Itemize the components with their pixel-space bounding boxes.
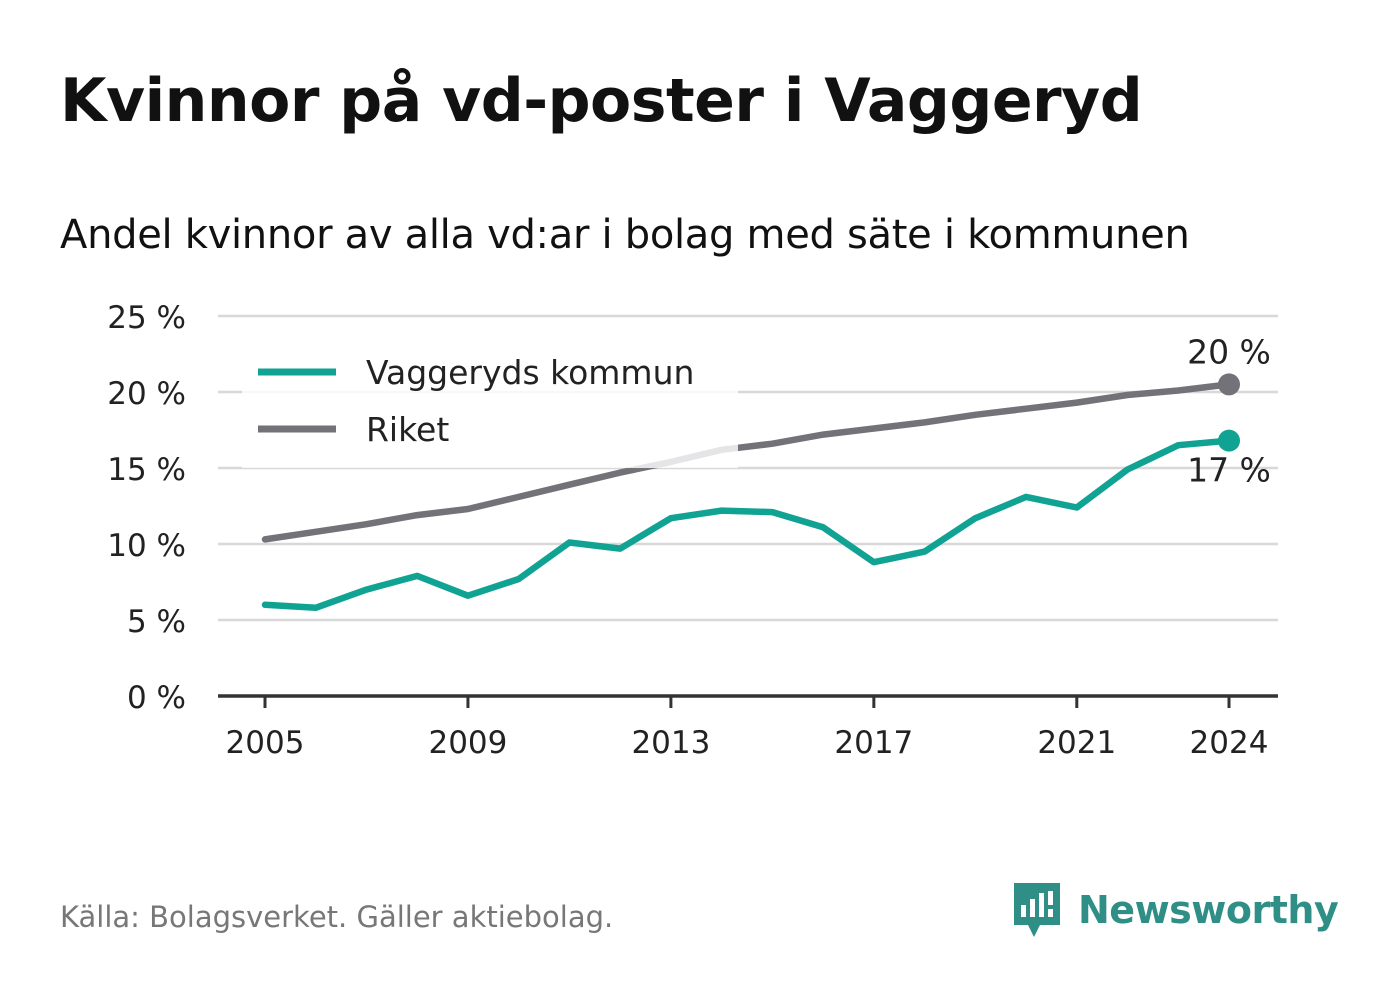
y-tick-label: 5 % xyxy=(127,604,186,640)
chart-title: Kvinnor på vd-poster i Vaggeryd xyxy=(60,66,1143,136)
y-tick-label: 0 % xyxy=(127,680,186,716)
end-point-marker xyxy=(1218,429,1240,452)
end-value-label: 17 % xyxy=(1187,451,1271,490)
legend-label: Vaggeryds kommun xyxy=(366,353,694,392)
x-tick-label: 2021 xyxy=(1037,725,1116,761)
newsworthy-logo-icon xyxy=(1014,883,1060,937)
y-tick-label: 20 % xyxy=(107,376,186,412)
x-tick-label: 2017 xyxy=(834,725,913,761)
end-value-label: 20 % xyxy=(1187,332,1271,371)
x-tick-label: 2024 xyxy=(1190,725,1269,761)
chart-subtitle: Andel kvinnor av alla vd:ar i bolag med … xyxy=(60,212,1190,258)
x-tick-label: 2013 xyxy=(631,725,710,761)
end-markers: 17 % 20 % xyxy=(1187,332,1271,489)
legend: Vaggeryds kommun Riket xyxy=(242,344,738,468)
legend-background xyxy=(242,344,738,468)
legend-label: Riket xyxy=(366,410,449,449)
series-line-riket xyxy=(261,381,1233,543)
y-axis-ticks: 0 % 5 % 10 % 15 % 20 % 25 % xyxy=(107,300,186,716)
line-chart: 0 %5 %10 %15 %20 %25 % 2005 2009 2013 2017 2… xyxy=(107,300,1278,761)
y-tick-label: 25 % xyxy=(107,300,186,336)
newsworthy-logo: Newsworthy xyxy=(1010,878,1339,942)
x-axis-ticks: 2005 2009 2013 2017 2021 2024 xyxy=(218,694,1278,761)
source-note: Källa: Bolagsverket. Gäller aktiebolag. xyxy=(60,900,614,934)
x-tick-label: 2009 xyxy=(428,725,507,761)
series-line-vaggeryds-kommun xyxy=(261,437,1233,612)
brand-name: Newsworthy xyxy=(1078,888,1339,932)
series-lines xyxy=(261,381,1233,612)
y-tick-label: 15 % xyxy=(107,452,186,488)
x-tick-label: 2005 xyxy=(226,725,305,761)
end-point-marker xyxy=(1218,373,1240,396)
y-tick-label: 10 % xyxy=(107,528,186,564)
